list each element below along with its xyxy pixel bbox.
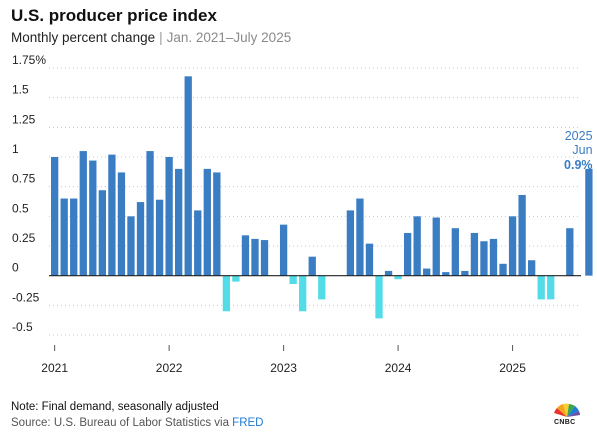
x-tick-label: 2025 (499, 361, 526, 375)
bar (451, 228, 459, 276)
bar (566, 228, 574, 276)
bar (251, 238, 259, 276)
bar (60, 198, 68, 276)
bar (127, 216, 135, 276)
ppi-bar-chart: 1.75% 1.5 1.25 1 0.75 0.5 0.25 0 -0.25 -0.5 2021 20… (12, 53, 593, 375)
bar (260, 240, 269, 276)
y-tick-label: 0.75 (12, 172, 36, 186)
bar (518, 194, 526, 276)
bar (155, 199, 164, 276)
x-tick-label: 2024 (385, 361, 412, 375)
bar (51, 157, 59, 276)
x-tick-label: 2023 (270, 361, 297, 375)
x-tick-label: 2021 (41, 361, 68, 375)
bar (318, 275, 326, 300)
bar (165, 157, 173, 276)
bars-layer (51, 76, 593, 319)
bar (528, 260, 536, 276)
subtitle-range: Jan. 2021–July 2025 (166, 30, 292, 45)
bar (279, 224, 288, 276)
bar (394, 275, 402, 280)
bar (489, 238, 498, 276)
y-tick-label: 0 (12, 261, 19, 275)
y-tick-label: -0.25 (12, 290, 40, 304)
axis-layer (49, 275, 581, 351)
bar (442, 272, 450, 276)
callout-year: 2025 (565, 129, 593, 143)
bar (537, 275, 545, 300)
callout-value: 0.9% (564, 158, 593, 172)
bar (375, 275, 383, 319)
cnbc-peacock-logo (554, 403, 580, 417)
cnbc-logo-text: CNBC (554, 419, 576, 426)
bar (480, 241, 488, 276)
bar (470, 232, 479, 276)
bar (146, 151, 154, 276)
y-tick-label: 0.5 (12, 201, 29, 215)
bar (547, 275, 555, 300)
bar (384, 270, 393, 276)
bar (222, 275, 231, 312)
bar (308, 256, 316, 276)
bar (175, 168, 183, 276)
bar (461, 270, 469, 276)
label-layer: 1.75% 1.5 1.25 1 0.75 0.5 0.25 0 -0.25 -0.5 2021 20… (12, 53, 593, 375)
bar (136, 202, 145, 276)
chart-note: Note: Final demand, seasonally adjusted (11, 401, 219, 413)
chart-title: U.S. producer price index (11, 6, 217, 25)
bar (184, 76, 192, 276)
bar (403, 232, 412, 276)
bar (79, 151, 87, 276)
bar (203, 168, 211, 276)
y-tick-label: 0.25 (12, 231, 36, 245)
bar (432, 217, 440, 276)
bar (289, 275, 297, 284)
x-tick-label: 2022 (156, 361, 183, 375)
source-prefix: Source: U.S. Bureau of Labor Statistics … (11, 417, 233, 429)
bar (98, 190, 106, 276)
bar (365, 243, 374, 276)
subtitle-separator: | (159, 30, 163, 45)
y-tick-label: 1 (12, 142, 19, 156)
bar (499, 263, 507, 276)
bar (299, 275, 307, 312)
bar (89, 160, 97, 276)
y-tick-label: 1.75% (12, 53, 46, 67)
bar (232, 275, 240, 282)
bar (108, 154, 116, 276)
bar (194, 210, 202, 276)
bar (117, 172, 126, 276)
bar (508, 216, 517, 276)
grid-layer (49, 67, 581, 336)
y-tick-label: -0.5 (12, 320, 33, 334)
chart-subtitle: Monthly percent change | Jan. 2021–July 20… (11, 30, 291, 45)
bar (346, 210, 355, 276)
bar (213, 172, 221, 276)
bar (356, 198, 364, 276)
y-tick-label: 1.25 (12, 112, 36, 126)
callout-month: Jun (572, 143, 592, 157)
bar (413, 216, 421, 276)
bar (423, 268, 431, 276)
bar (70, 198, 78, 276)
chart-source: Source: U.S. Bureau of Labor Statistics … (11, 417, 263, 429)
y-tick-label: 1.5 (12, 83, 29, 97)
subtitle-main: Monthly percent change (11, 30, 156, 45)
bar (585, 168, 593, 276)
bar (241, 235, 250, 276)
source-link-fred[interactable]: FRED (232, 417, 264, 429)
